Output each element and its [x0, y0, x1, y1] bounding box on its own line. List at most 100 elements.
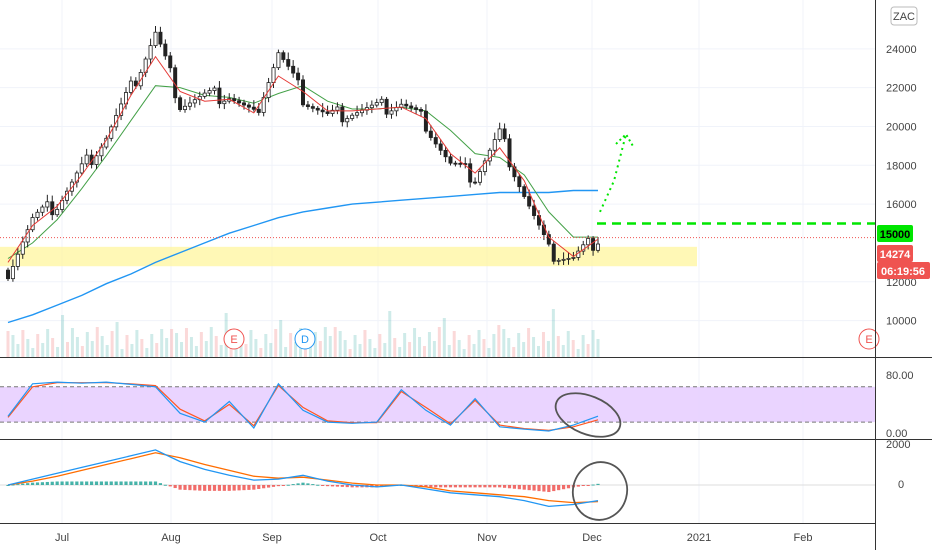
- event-marker-earnings-1[interactable]: E: [223, 328, 245, 350]
- macd-histogram-bar: [16, 484, 20, 486]
- macd-line: [7, 449, 599, 508]
- volume-bar: [571, 340, 575, 357]
- macd-histogram-bar: [222, 485, 226, 491]
- macd-histogram-bar: [70, 481, 74, 485]
- macd-histogram-bar: [335, 485, 340, 487]
- time-axis[interactable]: Jul Aug Sep Oct Nov Dec 2021 Feb: [55, 532, 813, 544]
- macd-histogram-bar: [321, 485, 325, 486]
- time-tick: Jul: [55, 532, 69, 544]
- candle: [128, 76, 133, 95]
- macd-histogram-bar: [532, 485, 536, 491]
- candle: [453, 160, 458, 167]
- candle: [281, 50, 286, 63]
- macd-histogram-bar: [212, 485, 217, 491]
- macd-histogram-bar: [26, 483, 30, 485]
- volume-bar: [180, 342, 184, 357]
- volume-bar: [95, 327, 99, 357]
- volume-bar: [447, 345, 451, 357]
- macd-histogram-bar: [237, 485, 241, 491]
- candle: [522, 184, 527, 199]
- svg-text:06:19:56: 06:19:56: [881, 266, 925, 278]
- candle: [409, 102, 414, 112]
- event-marker-earnings-2[interactable]: E: [858, 328, 880, 350]
- macd-histogram-bar: [350, 485, 354, 488]
- candle: [502, 123, 507, 142]
- candle: [109, 124, 114, 142]
- volume-bar: [284, 347, 288, 357]
- volume-bar: [125, 335, 129, 357]
- volume-bar: [259, 348, 263, 357]
- volume-bar: [244, 344, 248, 357]
- candle: [438, 139, 443, 156]
- time-tick: Aug: [161, 532, 181, 544]
- macd-histogram-bar: [557, 485, 561, 491]
- volume-bar: [522, 342, 526, 357]
- macd-histogram-bar: [35, 482, 40, 485]
- macd-histogram-bar: [227, 485, 231, 491]
- macd-histogram-bar: [458, 485, 462, 488]
- macd-histogram-bar: [561, 485, 566, 490]
- time-tick: Sep: [262, 532, 282, 544]
- macd-histogram-bar: [134, 481, 138, 485]
- volume-bar: [26, 339, 30, 357]
- stochastic-k-line: [7, 381, 599, 432]
- volume-bar: [313, 332, 317, 357]
- candle: [178, 95, 183, 112]
- volume-bar: [546, 341, 550, 357]
- candle: [551, 241, 556, 265]
- volume-bar: [541, 332, 545, 357]
- volume-bar: [586, 344, 590, 357]
- candle: [158, 26, 163, 48]
- macd-histogram-bar: [148, 481, 153, 485]
- volume-bar: [41, 343, 45, 357]
- candle: [222, 94, 227, 110]
- volume-bar: [61, 315, 65, 357]
- macd-histogram-bar: [266, 485, 271, 488]
- volume-bar: [487, 348, 491, 357]
- candle: [310, 103, 315, 113]
- volume-bar: [199, 332, 203, 357]
- candle: [497, 122, 502, 142]
- macd-histogram-bar: [75, 481, 79, 485]
- volume-bar: [442, 318, 446, 357]
- macd-histogram-bar: [119, 481, 123, 485]
- macd-histogram-bar: [434, 485, 438, 488]
- event-marker-dividend[interactable]: D: [294, 328, 316, 350]
- macd-histogram-bar: [109, 481, 113, 485]
- macd-histogram-bar: [281, 485, 285, 486]
- svg-text:14274: 14274: [880, 249, 911, 261]
- macd-histogram-bar: [586, 485, 590, 486]
- volume-bar: [427, 332, 431, 357]
- macd-histogram-bar: [129, 481, 133, 485]
- volume-bar: [194, 346, 198, 357]
- volume-bar: [333, 327, 337, 357]
- volume-bar: [338, 331, 342, 357]
- macd-histogram-bar: [547, 485, 551, 493]
- price-axis[interactable]: 24000 22000 20000 18000 16000 12000 1000…: [886, 44, 917, 328]
- volume-bar: [170, 329, 174, 357]
- macd-histogram-bar: [473, 485, 477, 488]
- ma-slow-line: [7, 189, 598, 324]
- volume-bar: [214, 336, 218, 357]
- macd-histogram-bar: [355, 485, 359, 488]
- macd-histogram-bar: [448, 485, 453, 488]
- macd-histogram-bar: [60, 481, 64, 485]
- volume-bar: [348, 349, 352, 357]
- macd-histogram-bar: [178, 485, 182, 490]
- volume-bar: [279, 320, 283, 357]
- symbol-badge[interactable]: ZAC: [890, 6, 918, 26]
- macd-histogram-bar: [527, 485, 531, 491]
- volume-bar: [482, 339, 486, 357]
- volume-bar: [294, 342, 298, 357]
- candle: [414, 104, 419, 115]
- price-pane[interactable]: [0, 0, 875, 357]
- volume-bar: [512, 347, 516, 357]
- candle: [345, 115, 350, 128]
- candle: [10, 259, 15, 282]
- macd-histogram-bar: [291, 484, 295, 486]
- volume-bar: [576, 349, 580, 357]
- volume-bar: [393, 338, 397, 357]
- candle: [561, 252, 566, 265]
- candle: [477, 167, 482, 186]
